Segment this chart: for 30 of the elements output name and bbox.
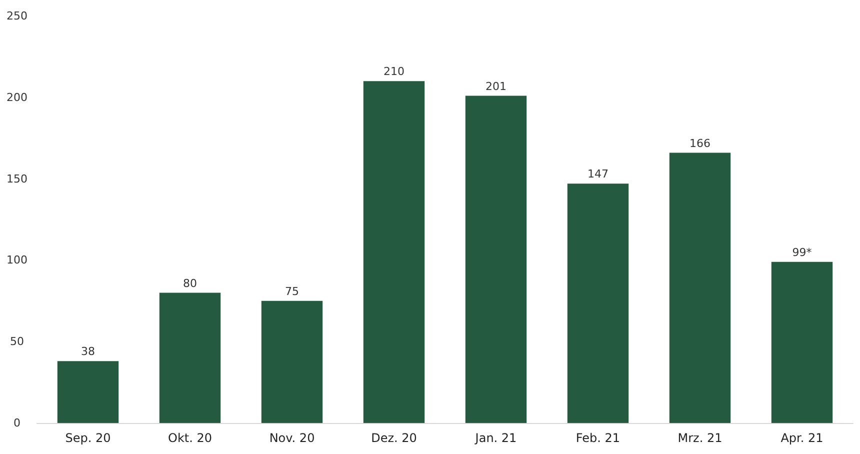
data-label: 99* <box>792 246 812 259</box>
bar <box>465 96 527 423</box>
x-tick-label: Okt. 20 <box>168 431 212 445</box>
y-tick-label: 250 <box>6 10 28 22</box>
y-tick-label: 200 <box>6 90 28 104</box>
data-label: 201 <box>486 80 506 93</box>
bar <box>669 152 731 423</box>
x-tick-label: Apr. 21 <box>780 431 824 445</box>
bar <box>567 184 629 423</box>
bar <box>771 262 833 423</box>
y-tick-label: 0 <box>14 416 20 430</box>
y-tick-label: 150 <box>6 172 28 186</box>
y-tick-label: 100 <box>6 254 28 267</box>
data-label: 75 <box>285 284 299 298</box>
x-tick-label: Jan. 21 <box>474 431 517 445</box>
bar <box>261 300 323 423</box>
data-label: 38 <box>81 345 95 358</box>
x-tick-label: Dez. 20 <box>371 431 417 445</box>
x-tick-label: Sep. 20 <box>65 431 111 445</box>
x-tick-label: Feb. 21 <box>576 431 620 445</box>
x-tick-label: Nov. 20 <box>269 431 315 445</box>
bar <box>159 292 221 423</box>
data-label: 80 <box>183 276 197 290</box>
data-label: 166 <box>690 136 710 150</box>
x-tick-label: Mrz. 21 <box>678 431 722 445</box>
bar <box>57 361 119 423</box>
y-tick-label: 50 <box>10 335 24 348</box>
data-label: 147 <box>588 168 608 181</box>
data-label: 210 <box>384 65 404 78</box>
bar <box>363 81 425 423</box>
